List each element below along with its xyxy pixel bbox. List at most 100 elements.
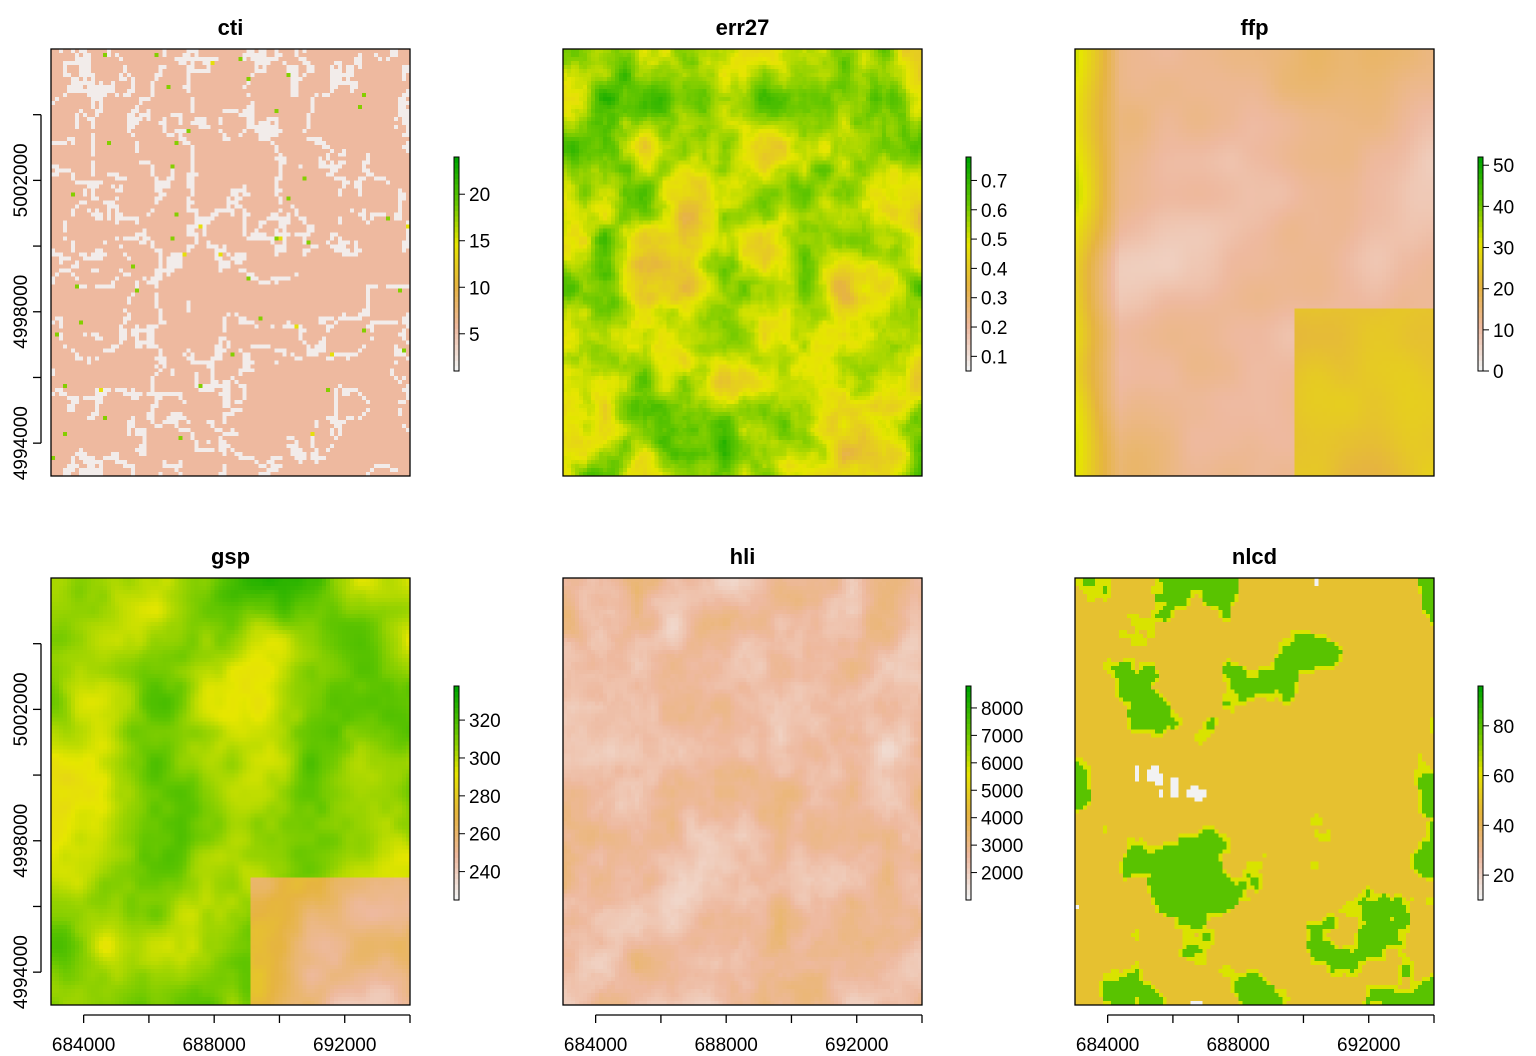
legend-swatch — [966, 360, 971, 367]
legend-swatch — [1478, 253, 1483, 260]
legend-swatch — [454, 317, 459, 324]
legend-swatch — [454, 210, 459, 217]
legend-swatch — [966, 205, 971, 212]
legend-swatch — [454, 723, 459, 730]
legend-swatch — [1478, 226, 1483, 233]
y-tick-label: 4994000 — [11, 935, 32, 1009]
legend-swatch — [454, 333, 459, 340]
legend-swatch — [1478, 878, 1483, 885]
legend-swatch — [1478, 221, 1483, 228]
x-tick-label: 688000 — [182, 1035, 245, 1056]
x-tick-label: 688000 — [1206, 1035, 1269, 1056]
legend-swatch — [966, 194, 971, 201]
legend-swatch — [1478, 851, 1483, 858]
legend-swatch — [966, 835, 971, 842]
legend-swatch — [1478, 328, 1483, 335]
legend-swatch — [966, 755, 971, 762]
legend-swatch — [1478, 338, 1483, 345]
legend-swatch — [454, 696, 459, 703]
legend-swatch — [966, 354, 971, 361]
legend-swatch — [1478, 707, 1483, 714]
legend-swatch — [454, 178, 459, 185]
panel-title: nlcd — [1232, 544, 1277, 569]
legend-swatch — [966, 782, 971, 789]
legend-swatch — [966, 846, 971, 853]
legend-tick-label: 7000 — [981, 726, 1023, 747]
legend-swatch — [454, 857, 459, 864]
raster-image — [1075, 49, 1434, 476]
x-tick-label: 688000 — [694, 1035, 757, 1056]
legend-swatch — [966, 226, 971, 233]
legend-swatch — [966, 349, 971, 356]
legend-swatch — [966, 744, 971, 751]
legend-swatch — [966, 776, 971, 783]
legend-bar-frame — [965, 685, 972, 901]
legend-swatch — [966, 894, 971, 901]
panel-title: err27 — [716, 15, 770, 40]
raster-image — [1075, 578, 1434, 1005]
legend-swatch — [966, 771, 971, 778]
y-tick-label: 4994000 — [11, 406, 32, 480]
legend-swatch — [966, 199, 971, 206]
legend-bar-frame — [453, 685, 460, 901]
legend-swatch — [454, 183, 459, 190]
legend-swatch — [1478, 766, 1483, 773]
legend-swatch — [966, 333, 971, 340]
legend-swatch — [1478, 178, 1483, 185]
legend-swatch — [1478, 841, 1483, 848]
legend-swatch — [1478, 167, 1483, 174]
legend-swatch — [1478, 776, 1483, 783]
legend-bar-frame — [965, 156, 972, 372]
legend-swatch — [966, 712, 971, 719]
legend-swatch — [454, 841, 459, 848]
legend-swatch — [454, 712, 459, 719]
legend-tick-label: 280 — [469, 787, 501, 808]
legend-swatch — [1478, 883, 1483, 890]
legend-swatch — [966, 301, 971, 308]
legend-swatch — [454, 242, 459, 249]
legend-swatch — [454, 269, 459, 276]
legend-swatch — [966, 285, 971, 292]
legend-swatch — [454, 312, 459, 319]
legend-swatch — [1478, 247, 1483, 254]
legend-swatch — [1478, 173, 1483, 179]
legend-swatch — [1478, 803, 1483, 810]
legend-swatch — [966, 873, 971, 880]
legend-swatch — [454, 264, 459, 270]
legend-swatch — [966, 787, 971, 794]
legend-swatch — [454, 199, 459, 206]
legend-swatch — [454, 846, 459, 853]
panel-title: hli — [730, 544, 756, 569]
legend-swatch — [1478, 835, 1483, 842]
legend-swatch — [454, 702, 459, 708]
legend-tick-label: 0.7 — [981, 171, 1007, 192]
raster-image — [563, 578, 922, 1005]
legend-swatch — [454, 825, 459, 832]
legend-swatch — [1478, 798, 1483, 805]
legend-swatch — [454, 274, 459, 281]
legend-tick-label: 0.2 — [981, 318, 1007, 339]
legend-tick-label: 40 — [1493, 197, 1514, 218]
legend-tick-label: 20 — [469, 185, 490, 206]
legend-swatch — [966, 889, 971, 896]
legend-swatch — [966, 312, 971, 319]
legend-swatch — [1478, 819, 1483, 826]
legend-swatch — [454, 162, 459, 169]
legend-swatch — [454, 322, 459, 329]
y-tick-label: 5002000 — [11, 672, 32, 746]
legend-swatch — [966, 247, 971, 254]
legend-swatch — [1478, 264, 1483, 270]
legend-swatch — [454, 734, 459, 741]
legend-swatch — [454, 894, 459, 901]
legend-swatch — [966, 867, 971, 874]
legend-tick-label: 0.3 — [981, 289, 1007, 310]
legend-swatch — [966, 793, 971, 799]
legend-bar-frame — [1477, 156, 1484, 372]
legend-swatch — [1478, 809, 1483, 815]
legend-swatch — [1478, 771, 1483, 778]
legend-swatch — [454, 296, 459, 303]
legend-tick-label: 80 — [1493, 717, 1514, 738]
legend-swatch — [454, 728, 459, 735]
legend-swatch — [454, 707, 459, 714]
legend-swatch — [966, 691, 971, 698]
